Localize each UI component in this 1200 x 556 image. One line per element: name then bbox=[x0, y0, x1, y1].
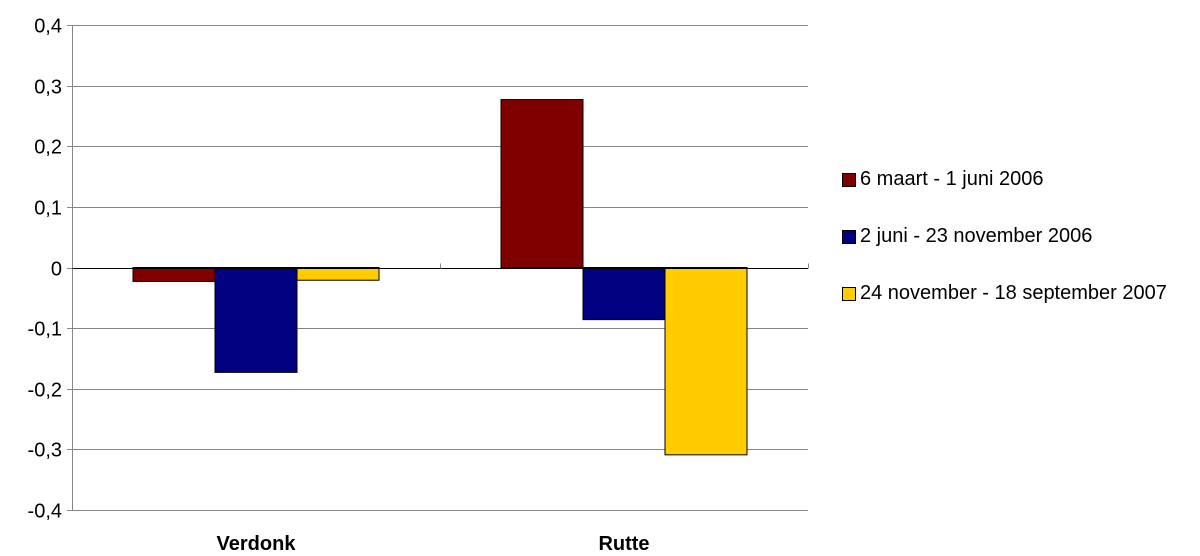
legend-label-series-2: 2 juni - 23 november 2006 bbox=[860, 225, 1093, 247]
category-label: Rutte bbox=[598, 533, 649, 555]
legend-swatch-series-2 bbox=[842, 230, 856, 244]
bar-rutte-series-1 bbox=[500, 99, 584, 268]
legend: 6 maart - 1 juni 2006 2 juni - 23 novemb… bbox=[840, 166, 1200, 307]
y-tick-label: -0,4 bbox=[28, 501, 62, 523]
category-label: Verdonk bbox=[217, 533, 297, 555]
axes bbox=[67, 25, 809, 511]
legend-item-series-2: 2 juni - 23 november 2006 bbox=[840, 223, 1200, 250]
y-tick-label: 0,2 bbox=[34, 137, 62, 159]
bars bbox=[132, 99, 748, 456]
y-tick-label: -0,3 bbox=[28, 440, 62, 462]
bar-verdonk-series-1 bbox=[132, 267, 216, 282]
y-tick-label: 0,1 bbox=[34, 198, 62, 220]
bar-verdonk-series-3 bbox=[296, 267, 380, 281]
legend-swatch-series-1 bbox=[842, 173, 856, 187]
y-tick-label: -0,2 bbox=[28, 380, 62, 402]
bar-verdonk-series-2 bbox=[214, 267, 298, 373]
y-tick-label: 0,4 bbox=[34, 16, 62, 38]
legend-label-series-1: 6 maart - 1 juni 2006 bbox=[860, 168, 1044, 190]
bar-rutte-series-2 bbox=[582, 267, 666, 321]
bar-rutte-series-3 bbox=[664, 267, 748, 456]
legend-item-series-1: 6 maart - 1 juni 2006 bbox=[840, 166, 1200, 193]
legend-label-series-3: 24 november - 18 september 2007 bbox=[860, 282, 1167, 304]
category-labels: Verdonk Rutte bbox=[217, 533, 650, 555]
y-tick-label: 0 bbox=[51, 259, 62, 281]
y-tick-label: -0,1 bbox=[28, 319, 62, 341]
legend-swatch-series-3 bbox=[842, 287, 856, 301]
y-tick-labels: 0,4 0,3 0,2 0,1 0 -0,1 -0,2 -0,3 -0,4 bbox=[28, 16, 62, 523]
y-tick-label: 0,3 bbox=[34, 77, 62, 99]
legend-item-series-3: 24 november - 18 september 2007 bbox=[840, 280, 1200, 307]
